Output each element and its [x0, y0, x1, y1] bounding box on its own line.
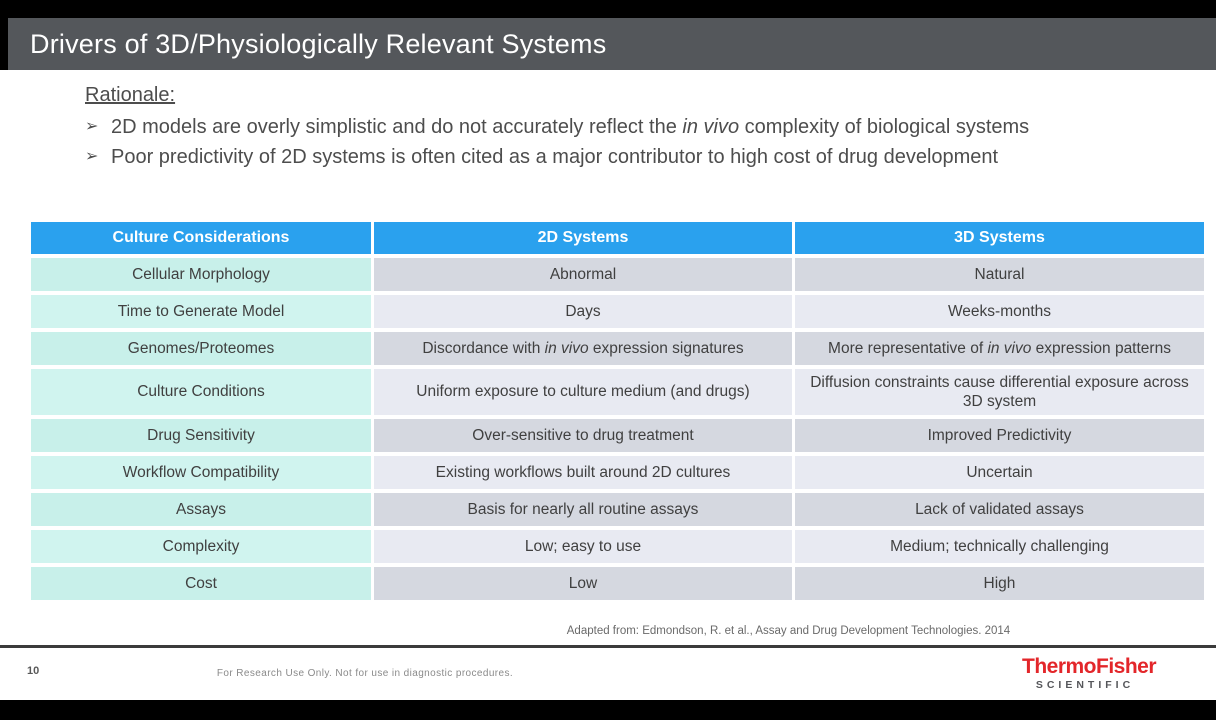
thermofisher-wordmark: ThermoFisher — [1022, 655, 1157, 678]
thermofisher-logo: ThermoFisher SCIENTIFIC — [1022, 655, 1157, 691]
left-edge-notch — [0, 0, 8, 70]
table-header-culture-considerations: Culture Considerations — [31, 222, 371, 254]
cell-complexity-2d: Low; easy to use — [374, 530, 792, 563]
cell-drug-sensitivity-label: Drug Sensitivity — [31, 419, 371, 452]
rationale-heading: Rationale: — [85, 84, 176, 106]
cell-time-to-generate-model-3d: Weeks-months — [795, 295, 1204, 328]
cell-assays-3d: Lack of validated assays — [795, 493, 1204, 526]
arrow-bullet-icon: ➢ — [85, 118, 99, 135]
cell-cost-3d: High — [795, 567, 1204, 600]
page-title: Drivers of 3D/Physiologically Relevant S… — [30, 28, 607, 59]
rationale-section: Rationale: ➢ 2D models are overly simpli… — [85, 84, 1125, 171]
cell-assays-label: Assays — [31, 493, 371, 526]
cell-cellular-morphology-label: Cellular Morphology — [31, 258, 371, 291]
cell-cellular-morphology-2d: Abnormal — [374, 258, 792, 291]
cell-cost-label: Cost — [31, 567, 371, 600]
arrow-bullet-icon: ➢ — [85, 148, 99, 165]
bullet-text-2: Poor predictivity of 2D systems is often… — [111, 146, 999, 168]
cell-complexity-3d: Medium; technically challenging — [795, 530, 1204, 563]
cell-genomes-proteomes-2d: Discordance with in vivo expression sign… — [374, 332, 792, 365]
cell-culture-conditions-2d: Uniform exposure to culture medium (and … — [374, 369, 792, 415]
bullet-text-1: 2D models are overly simplistic and do n… — [111, 116, 1030, 138]
cell-drug-sensitivity-3d: Improved Predictivity — [795, 419, 1204, 452]
citation-text: Adapted from: Edmondson, R. et al., Assa… — [566, 625, 1011, 637]
cell-time-to-generate-model-label: Time to Generate Model — [31, 295, 371, 328]
cell-cost-2d: Low — [374, 567, 792, 600]
cell-drug-sensitivity-2d: Over-sensitive to drug treatment — [374, 419, 792, 452]
table-header-3d-systems: 3D Systems — [795, 222, 1204, 254]
scientific-wordmark: SCIENTIFIC — [1035, 679, 1135, 691]
title-bar: Drivers of 3D/Physiologically Relevant S… — [0, 18, 1216, 70]
cell-genomes-proteomes-3d: More representative of in vivo expressio… — [795, 332, 1204, 365]
disclaimer-text: For Research Use Only. Not for use in di… — [216, 668, 514, 679]
cell-time-to-generate-model-2d: Days — [374, 295, 792, 328]
cell-workflow-compatibility-3d: Uncertain — [795, 456, 1204, 489]
footer-divider — [0, 645, 1216, 648]
bottom-letterbox-bar — [0, 700, 1216, 720]
top-letterbox-bar — [0, 0, 1216, 18]
cell-workflow-compatibility-label: Workflow Compatibility — [31, 456, 371, 489]
page-number: 10 — [27, 665, 40, 677]
cell-culture-conditions-3d: Diffusion constraints cause differential… — [795, 369, 1204, 415]
cell-culture-conditions-label: Culture Conditions — [31, 369, 371, 415]
cell-cellular-morphology-3d: Natural — [795, 258, 1204, 291]
cell-workflow-compatibility-2d: Existing workflows built around 2D cultu… — [374, 456, 792, 489]
table-header-2d-systems: 2D Systems — [374, 222, 792, 254]
comparison-table: Culture Considerations 2D Systems 3D Sys… — [31, 222, 1204, 600]
bullet-item-1: ➢ 2D models are overly simplistic and do… — [85, 113, 1125, 141]
bullet-item-2: ➢ Poor predictivity of 2D systems is oft… — [85, 143, 1125, 171]
cell-genomes-proteomes-label: Genomes/Proteomes — [31, 332, 371, 365]
cell-complexity-label: Complexity — [31, 530, 371, 563]
cell-assays-2d: Basis for nearly all routine assays — [374, 493, 792, 526]
